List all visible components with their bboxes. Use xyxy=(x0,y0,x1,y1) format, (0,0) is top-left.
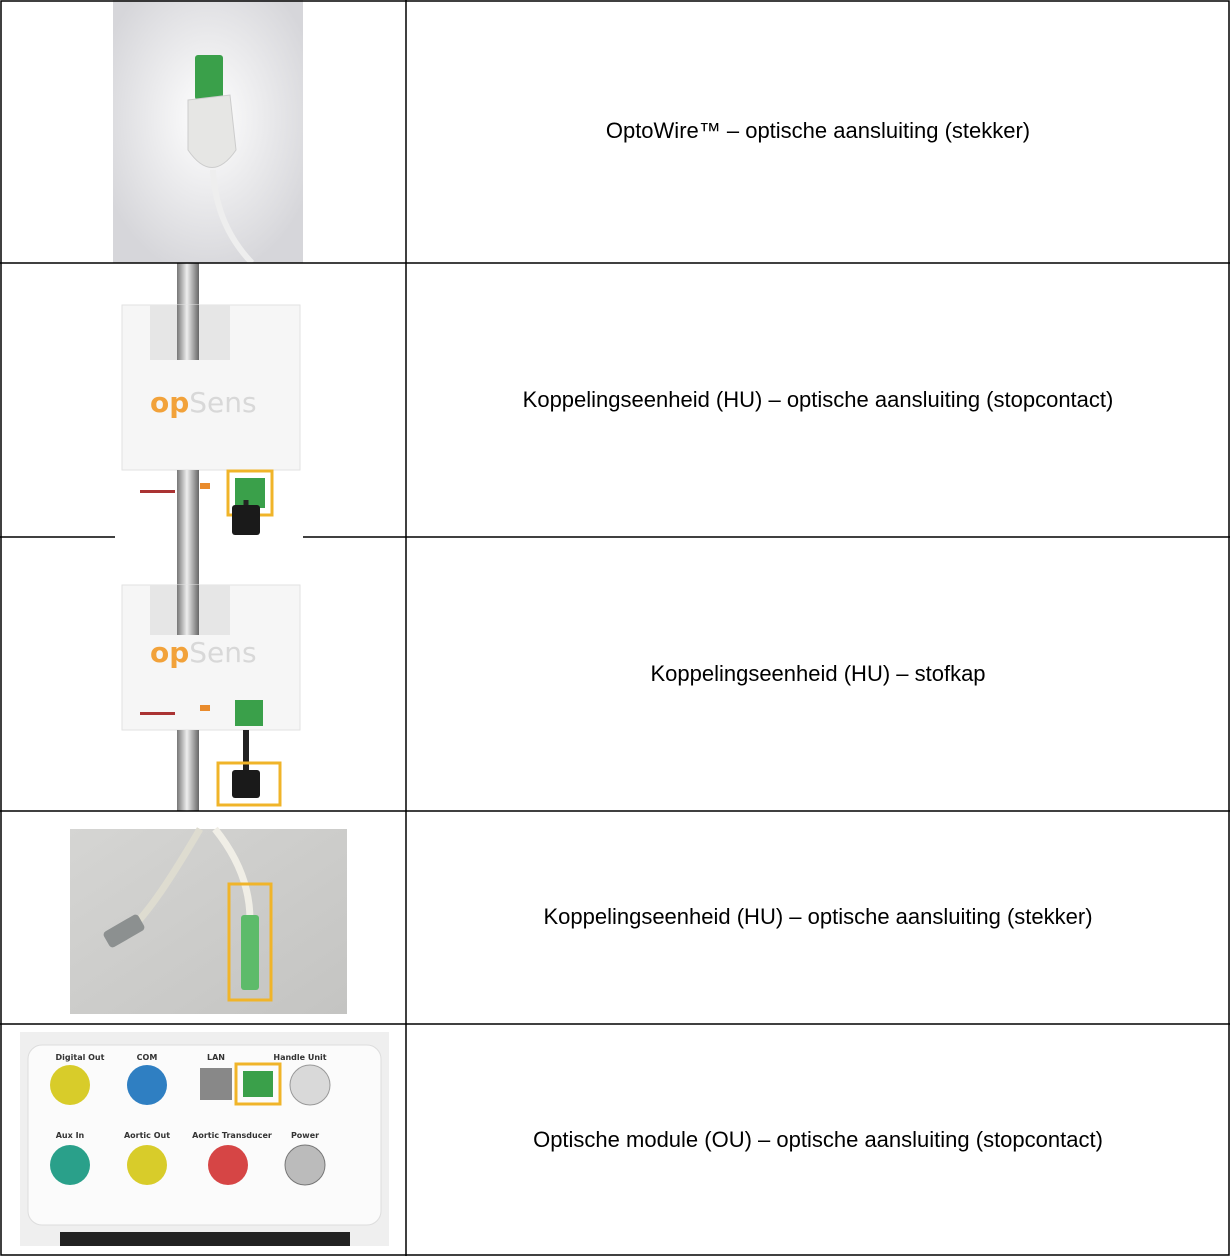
highlight-frame xyxy=(227,882,273,1002)
port-power xyxy=(284,1144,326,1186)
port-label: COM xyxy=(137,1053,158,1062)
handle-unit-cap-photo: opSens xyxy=(113,537,305,811)
port-lan xyxy=(200,1068,232,1100)
port-handle-unit xyxy=(243,1071,273,1097)
row-description: OptoWire™ – optische aansluiting (stekke… xyxy=(606,118,1030,143)
plug-body xyxy=(187,94,237,168)
port-com xyxy=(127,1065,167,1105)
dust-cap xyxy=(232,770,260,798)
optowire-photo xyxy=(113,0,303,266)
port-digital-out xyxy=(50,1065,90,1105)
port-aux-in xyxy=(50,1145,90,1185)
port-label: Handle Unit xyxy=(273,1053,326,1062)
led xyxy=(200,483,210,489)
logo-sens: Sens xyxy=(189,636,256,669)
row-description: Optische module (OU) – optische aansluit… xyxy=(533,1127,1103,1152)
pole xyxy=(177,730,199,811)
led xyxy=(200,705,210,711)
hu-plug-photo xyxy=(70,826,347,1014)
port-label: Digital Out xyxy=(56,1053,105,1062)
port-aortic-out xyxy=(127,1145,167,1185)
green-plug xyxy=(241,915,259,990)
device-base xyxy=(60,1232,350,1246)
port-label: Aux In xyxy=(56,1131,85,1140)
port-label: LAN xyxy=(207,1053,225,1062)
logo-text: opSens xyxy=(150,386,257,419)
dust-cap xyxy=(232,505,260,535)
row-description: Koppelingseenheid (HU) – optische aanslu… xyxy=(523,387,1114,412)
cable xyxy=(212,826,254,921)
lemo-plug xyxy=(103,914,145,948)
logo-op: op xyxy=(150,386,189,419)
green-tip xyxy=(195,55,223,100)
optical-unit-photo: Digital Out COM LAN Handle Unit Aux In A… xyxy=(20,1032,389,1246)
logo-text: opSens xyxy=(150,636,257,669)
handle-unit-photo: opSens xyxy=(113,263,305,537)
pole xyxy=(177,305,199,360)
cable xyxy=(210,169,255,266)
highlight-frame xyxy=(234,1062,282,1106)
port-label: Aortic Transducer xyxy=(192,1131,272,1140)
green-socket xyxy=(235,700,263,726)
slot xyxy=(140,712,175,715)
logo-sens: Sens xyxy=(189,386,256,419)
port-label: Aortic Out xyxy=(124,1131,170,1140)
port-handle-lemo xyxy=(289,1064,331,1106)
photo-bg xyxy=(70,829,347,1014)
port-label: Power xyxy=(291,1131,319,1140)
row-description: Koppelingseenheid (HU) – optische aanslu… xyxy=(543,904,1092,929)
pole xyxy=(177,470,199,537)
slot xyxy=(140,490,175,493)
logo-op: op xyxy=(150,636,189,669)
green-socket xyxy=(235,478,265,508)
port-aortic-transducer xyxy=(208,1145,248,1185)
highlight-frame xyxy=(216,761,282,807)
pole xyxy=(177,585,199,635)
row-description: Koppelingseenheid (HU) – stofkap xyxy=(650,661,985,686)
